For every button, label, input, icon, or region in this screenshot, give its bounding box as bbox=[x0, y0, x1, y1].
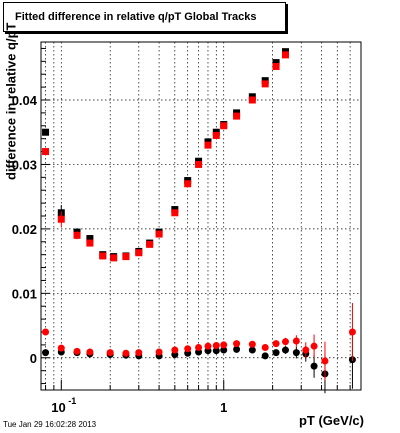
data-point-circle bbox=[184, 345, 192, 353]
x-tick-label-exponent: -1 bbox=[68, 396, 76, 406]
data-point-circle bbox=[212, 347, 220, 355]
y-tick-label: 0.02 bbox=[12, 222, 37, 237]
y-tick-label: 0.03 bbox=[12, 157, 37, 172]
title-box: Fitted difference in relative q/pT Globa… bbox=[3, 2, 286, 32]
data-point-circle bbox=[106, 349, 114, 357]
data-point-circle bbox=[281, 338, 289, 346]
data-point-circle bbox=[57, 344, 65, 352]
data-point-circle bbox=[348, 328, 356, 336]
data-point-circle bbox=[302, 346, 310, 354]
data-point-square bbox=[86, 239, 94, 247]
data-point-square bbox=[110, 254, 118, 262]
data-point-circle bbox=[248, 340, 256, 348]
data-point-circle bbox=[281, 346, 289, 354]
data-point-circle bbox=[261, 343, 269, 351]
data-point-square bbox=[272, 62, 280, 70]
y-tick-label: 0.04 bbox=[12, 93, 38, 108]
grid-lines bbox=[41, 42, 362, 390]
data-point-square bbox=[184, 180, 192, 188]
data-point-circle bbox=[233, 340, 241, 348]
y-tick-label: 0.01 bbox=[12, 286, 37, 301]
y-axis-title: difference in relative q/pT bbox=[3, 22, 19, 181]
data-point-circle bbox=[86, 348, 94, 356]
data-point-circle bbox=[272, 349, 280, 357]
data-point-square bbox=[212, 131, 220, 139]
data-point-circle bbox=[220, 341, 228, 349]
data-point-square bbox=[155, 230, 163, 238]
data-point-square bbox=[204, 141, 212, 149]
x-tick-label: 1 bbox=[220, 400, 227, 415]
data-point-square bbox=[122, 253, 130, 261]
data-point-square bbox=[42, 148, 50, 156]
data-point-circle bbox=[122, 349, 130, 357]
data-point-circle bbox=[155, 348, 163, 356]
data-point-circle bbox=[42, 328, 50, 336]
data-point-circle bbox=[272, 340, 280, 348]
x-tick-label: 10 bbox=[51, 400, 65, 415]
x-axis-title: pT (GeV/c) bbox=[298, 413, 364, 428]
plot-frame bbox=[40, 41, 362, 391]
data-point-circle bbox=[220, 346, 228, 354]
data-point-circle bbox=[42, 349, 50, 357]
data-point-circle bbox=[171, 346, 179, 354]
data-point-square bbox=[220, 122, 228, 130]
y-tick-label: 0 bbox=[30, 351, 37, 366]
data-point-circle bbox=[135, 349, 143, 357]
data-point-square bbox=[272, 59, 280, 67]
data-point-circle bbox=[261, 352, 269, 360]
data-point-square bbox=[281, 51, 289, 59]
data-point-circle bbox=[204, 342, 212, 350]
data-point-circle bbox=[248, 346, 256, 354]
data-point-circle bbox=[321, 357, 329, 365]
data-point-square bbox=[146, 240, 154, 248]
data-point-square bbox=[73, 231, 81, 239]
data-point-circle bbox=[310, 342, 318, 350]
data-point-square bbox=[42, 128, 50, 136]
data-point-circle bbox=[73, 347, 81, 355]
data-point-square bbox=[233, 112, 241, 120]
data-point-circle bbox=[212, 342, 220, 350]
data-point-square bbox=[171, 209, 179, 217]
data-point-square bbox=[248, 96, 256, 104]
data-point-circle bbox=[310, 362, 318, 370]
data-point-square bbox=[57, 215, 65, 223]
data-point-circle bbox=[292, 337, 300, 345]
data-point-circle bbox=[195, 343, 203, 351]
data-point-square bbox=[261, 80, 269, 88]
timestamp-footer: Tue Jan 29 16:02:28 2013 bbox=[3, 420, 97, 429]
data-point-square bbox=[195, 160, 203, 168]
data-point-square bbox=[135, 249, 143, 257]
chart-title: Fitted difference in relative q/pT Globa… bbox=[15, 11, 257, 23]
data-point-circle bbox=[292, 349, 300, 357]
data-markers bbox=[42, 48, 356, 394]
data-point-circle bbox=[233, 345, 241, 353]
axis-ticks: 0 0.01 0.02 0.03 0.04 10 -1 1 bbox=[12, 47, 362, 415]
data-point-square bbox=[99, 252, 107, 260]
data-point-square bbox=[86, 235, 94, 243]
